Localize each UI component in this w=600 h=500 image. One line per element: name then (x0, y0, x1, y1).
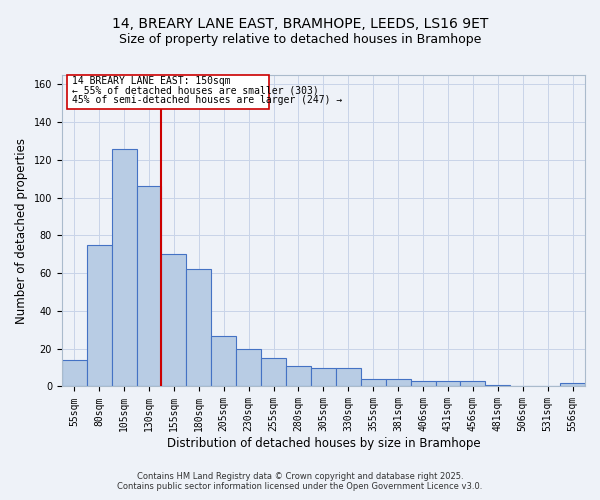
Bar (436, 381, 460, 386)
Bar (187, 270, 211, 386)
Bar (336, 368, 361, 386)
Bar (211, 336, 236, 386)
Bar (261, 358, 286, 386)
Bar (137, 186, 161, 386)
Text: Contains public sector information licensed under the Open Government Licence v3: Contains public sector information licen… (118, 482, 482, 491)
Bar (62, 360, 86, 386)
Bar (560, 382, 585, 386)
Bar (86, 245, 112, 386)
Y-axis label: Number of detached properties: Number of detached properties (15, 138, 28, 324)
Bar (112, 148, 137, 386)
X-axis label: Distribution of detached houses by size in Bramhope: Distribution of detached houses by size … (167, 437, 480, 450)
Bar (286, 366, 311, 386)
Bar (361, 379, 386, 386)
Bar (236, 348, 261, 387)
Text: ← 55% of detached houses are smaller (303): ← 55% of detached houses are smaller (30… (72, 86, 319, 96)
Text: 45% of semi-detached houses are larger (247) →: 45% of semi-detached houses are larger (… (72, 95, 342, 105)
Bar (410, 381, 436, 386)
Text: 14 BREARY LANE EAST: 150sqm: 14 BREARY LANE EAST: 150sqm (72, 76, 230, 86)
Bar (161, 254, 187, 386)
Text: Size of property relative to detached houses in Bramhope: Size of property relative to detached ho… (119, 32, 481, 46)
Text: 14, BREARY LANE EAST, BRAMHOPE, LEEDS, LS16 9ET: 14, BREARY LANE EAST, BRAMHOPE, LEEDS, L… (112, 18, 488, 32)
Bar (460, 381, 485, 386)
Bar (311, 368, 336, 386)
Bar (386, 379, 410, 386)
Text: Contains HM Land Registry data © Crown copyright and database right 2025.: Contains HM Land Registry data © Crown c… (137, 472, 463, 481)
Bar (485, 384, 510, 386)
Bar (67, 75, 269, 109)
